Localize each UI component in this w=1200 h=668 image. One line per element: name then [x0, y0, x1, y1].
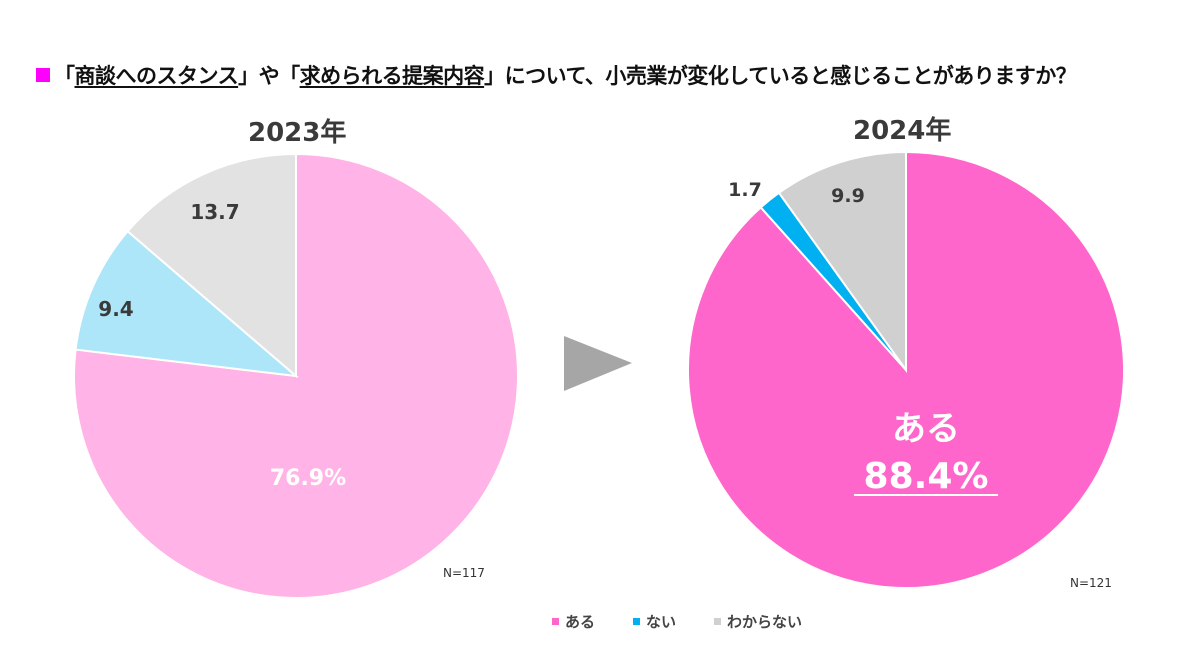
title-marker-icon	[36, 68, 50, 82]
slice-label-0-2: 13.7	[190, 200, 239, 224]
highlight-value: 88.4%	[864, 456, 989, 497]
pie-title-2024: 2024年	[853, 116, 952, 146]
sample-size-2023: N=117	[443, 566, 485, 580]
title-text: 「商談へのスタンス」や「求められる提案内容」について、小売業が変化していると感じ…	[54, 64, 1077, 88]
title-part: 求められる提案内容	[299, 64, 485, 88]
pie-slice-0-0	[73, 152, 519, 599]
chart-title: 「商談へのスタンス」や「求められる提案内容」について、小売業が変化していると感じ…	[36, 60, 1077, 90]
title-part: 」について、小売業が変化していると感じることがありますか？	[484, 64, 1077, 88]
legend-swatch-aru	[552, 618, 559, 625]
pie-slice-0-1	[74, 229, 300, 378]
pie-2024: ある 88.4% 1.7 9.9	[687, 150, 1125, 589]
legend-label-nai: ない	[646, 613, 677, 631]
legend: ある ない わからない	[552, 611, 802, 632]
pie-title-2023: 2023年	[248, 118, 347, 148]
title-part: 「	[54, 64, 75, 88]
slice-label-1-2: 9.9	[831, 185, 865, 207]
legend-swatch-nai	[633, 618, 641, 625]
pie-2023: 76.9% 9.4 13.7	[73, 152, 519, 599]
pie-slice-1-2	[777, 150, 907, 374]
legend-label-aru: ある	[565, 613, 596, 631]
arrow-right-icon	[564, 336, 632, 391]
sample-size-2024: N=121	[1070, 576, 1112, 590]
legend-item-nai: ない	[633, 611, 676, 632]
title-part: 」や「	[238, 64, 300, 88]
slice-label-0-1: 9.4	[98, 297, 133, 321]
legend-item-aru: ある	[552, 611, 595, 632]
legend-item-wakaranai: わからない	[714, 611, 802, 632]
pie-slice-0-2	[126, 152, 297, 379]
legend-swatch-wakaranai	[714, 618, 722, 625]
highlight-label: ある	[892, 409, 960, 449]
title-part: 商談へのスタンス	[74, 64, 239, 88]
slice-label-1-1: 1.7	[728, 179, 762, 201]
slice-label-0-0: 76.9%	[270, 466, 346, 491]
legend-label-wakaranai: わからない	[727, 613, 803, 631]
